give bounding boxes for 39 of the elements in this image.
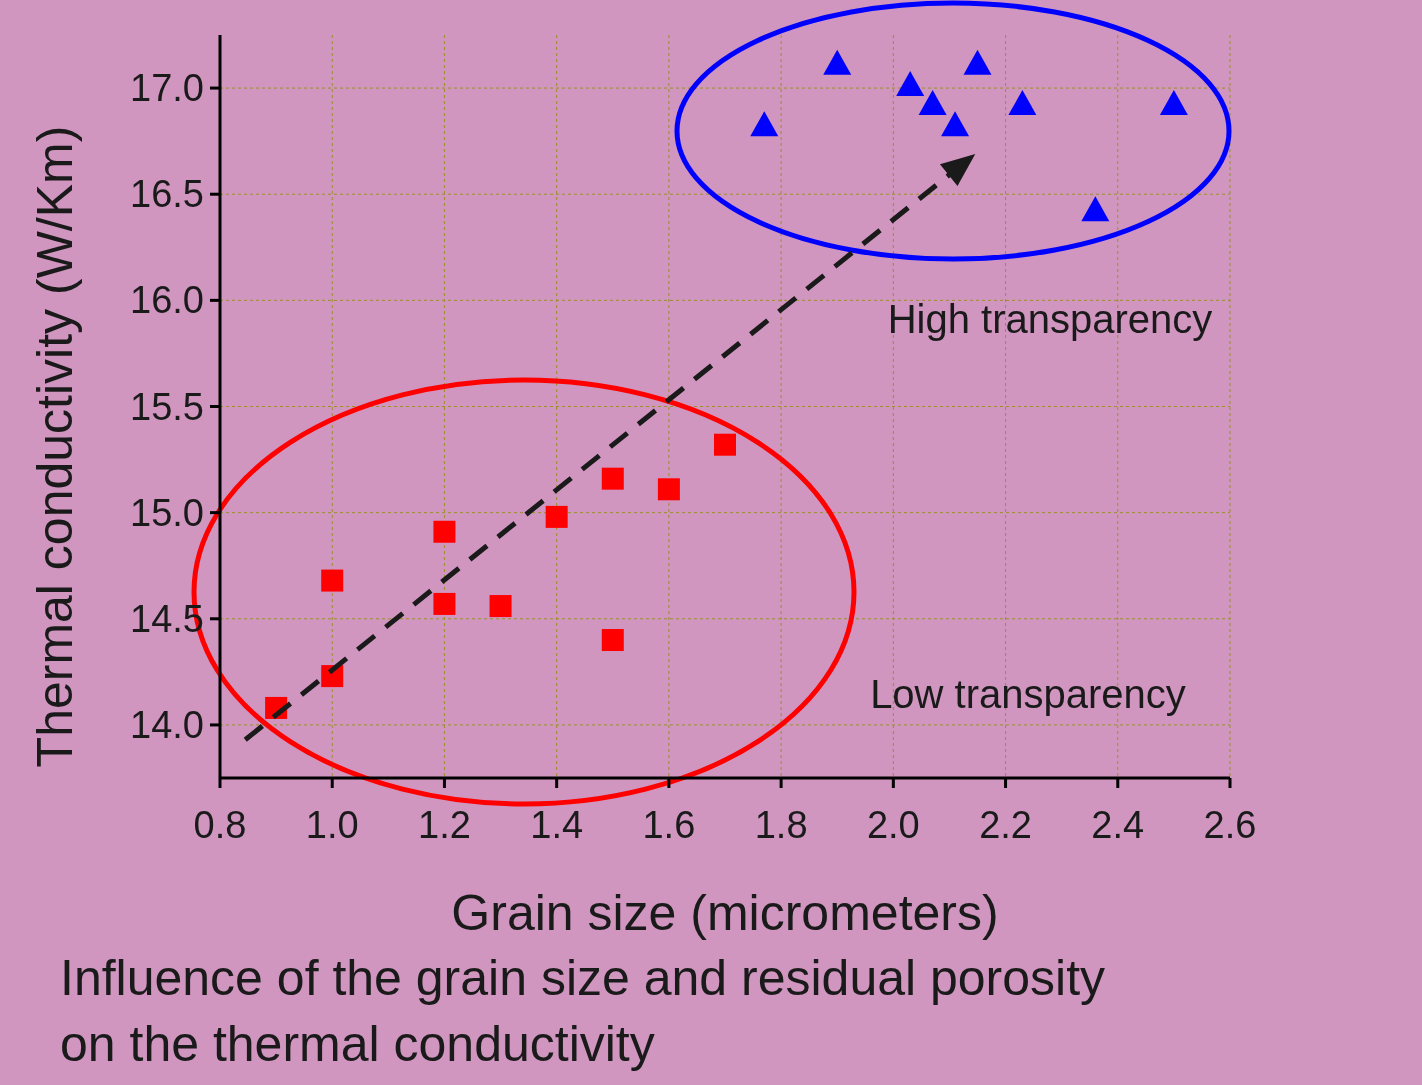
point: [601, 467, 624, 490]
y-tick-label: 15.0: [130, 491, 204, 534]
x-tick-label: 2.0: [866, 804, 920, 846]
x-tick-label: 1.2: [418, 804, 471, 846]
x-axis-title: Grain size (micrometers): [451, 885, 999, 941]
point: [321, 569, 344, 592]
y-axis-title: Thermal conductivity (W/Km): [27, 125, 83, 768]
y-tick-label: 17.0: [130, 67, 204, 110]
x-tick-label: 0.8: [193, 804, 247, 846]
x-tick-label: 1.0: [305, 804, 359, 846]
point: [601, 629, 624, 652]
point: [918, 90, 947, 116]
y-tick-label: 14.0: [130, 703, 204, 746]
x-tick-label: 2.2: [979, 804, 1032, 846]
point: [489, 595, 512, 618]
x-tick-label: 2.4: [1091, 804, 1145, 846]
y-tick-label: 15.5: [130, 385, 204, 428]
point: [657, 478, 680, 501]
point: [433, 592, 456, 615]
point: [1008, 90, 1037, 116]
point: [1159, 90, 1188, 116]
point: [963, 49, 992, 75]
x-tick-label: 1.4: [530, 804, 584, 846]
annotation: Low transparency: [870, 672, 1186, 716]
annotation: High transparency: [887, 297, 1213, 341]
y-tick-label: 16.5: [130, 173, 204, 216]
y-tick-label: 16.0: [130, 279, 204, 322]
point: [433, 520, 456, 543]
x-tick-label: 1.6: [642, 804, 696, 846]
x-tick-label: 1.8: [754, 804, 808, 846]
point: [714, 433, 736, 456]
x-tick-label: 2.6: [1203, 804, 1257, 846]
point: [823, 49, 852, 75]
point: [896, 70, 925, 96]
point: [1081, 196, 1110, 222]
text: Influence of the grain size and residual porosity on the thermal conductivity: [60, 950, 1106, 1072]
point: [941, 111, 970, 137]
point: [750, 111, 779, 137]
point: [545, 505, 568, 528]
